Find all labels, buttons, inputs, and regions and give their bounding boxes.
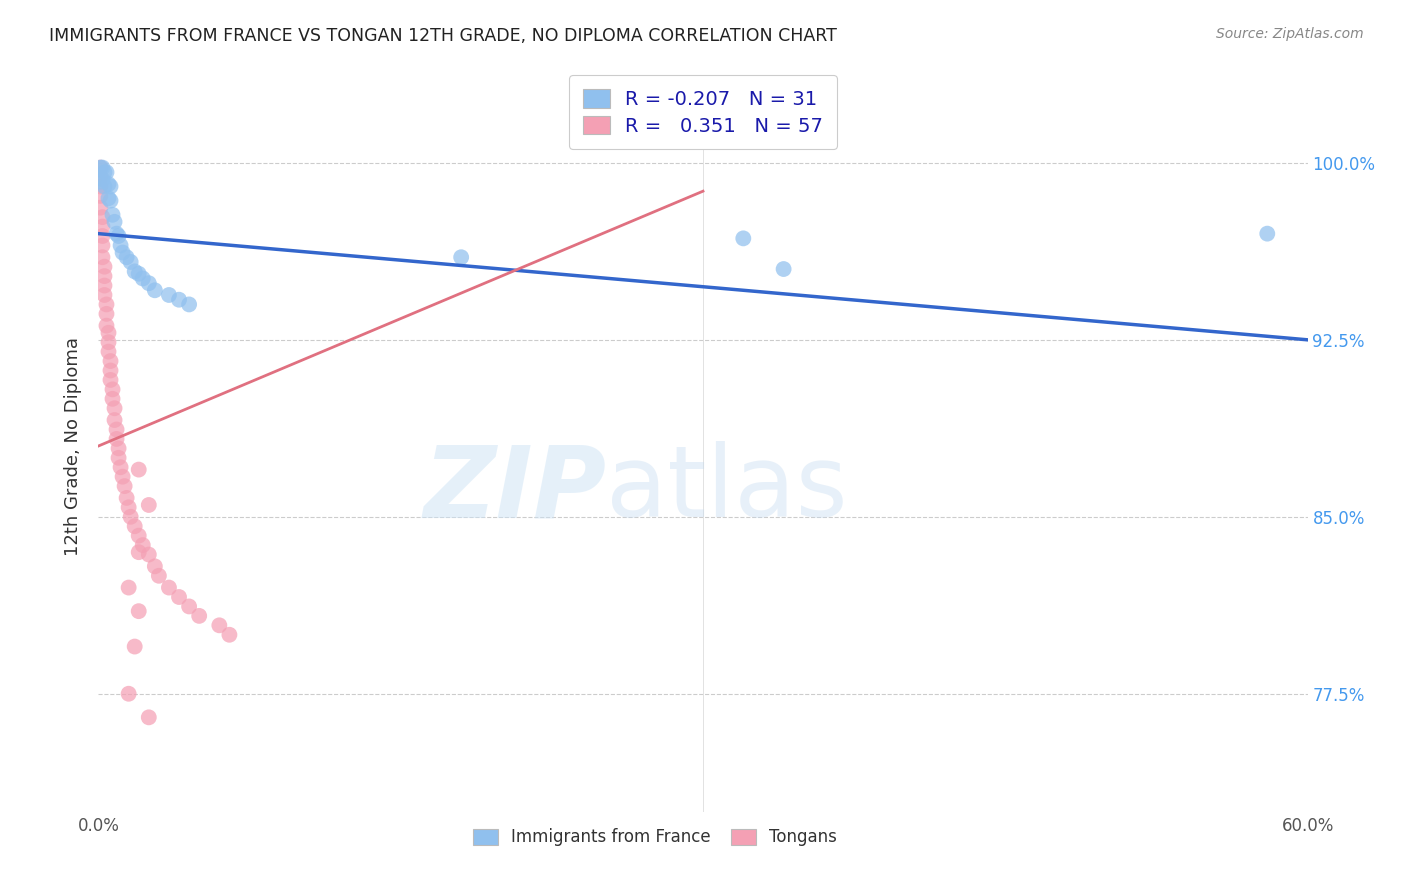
Point (101, 392, 124, 406)
Point (91, 161, 114, 175)
Point (101, 208, 124, 222)
Point (157, 581, 180, 595)
Text: atlas: atlas (606, 442, 848, 539)
Point (143, 283, 166, 297)
Point (103, 413, 125, 427)
Point (93, 260, 115, 274)
Point (93, 278, 115, 293)
Point (97, 335, 120, 350)
Point (115, 250, 138, 264)
Point (1256, 227, 1278, 241)
Point (115, 491, 138, 505)
Point (91, 172, 114, 186)
Point (120, 255, 142, 269)
Point (105, 422, 128, 436)
Point (179, 599, 201, 614)
Point (96, 318, 118, 333)
Point (138, 548, 160, 562)
Point (118, 581, 141, 595)
Point (101, 383, 124, 397)
Point (96, 297, 118, 311)
Point (100, 373, 122, 387)
Point (100, 363, 122, 377)
Point (110, 238, 132, 252)
Point (118, 687, 141, 701)
Point (93, 269, 115, 284)
Point (128, 462, 150, 476)
Point (97, 191, 120, 205)
Point (91, 250, 114, 264)
Point (89, 179, 111, 194)
Point (91, 238, 114, 252)
Point (110, 460, 132, 475)
Point (107, 450, 129, 465)
Legend: Immigrants from France, Tongans: Immigrants from France, Tongans (464, 820, 845, 855)
Point (132, 538, 155, 552)
Point (208, 618, 231, 632)
Point (124, 640, 146, 654)
Text: Source: ZipAtlas.com: Source: ZipAtlas.com (1216, 27, 1364, 41)
Point (138, 276, 160, 290)
Point (105, 227, 128, 241)
Point (89, 169, 111, 184)
Point (103, 401, 125, 416)
Point (100, 354, 122, 368)
Point (167, 293, 190, 307)
Point (143, 559, 166, 574)
Point (91, 210, 114, 224)
Point (97, 326, 120, 340)
Point (148, 568, 170, 582)
Point (772, 262, 794, 277)
Point (93, 179, 115, 194)
Point (91, 219, 114, 234)
Point (124, 264, 146, 278)
Point (124, 519, 146, 533)
Text: IMMIGRANTS FROM FRANCE VS TONGAN 12TH GRADE, NO DIPLOMA CORRELATION CHART: IMMIGRANTS FROM FRANCE VS TONGAN 12TH GR… (49, 27, 837, 45)
Point (179, 297, 201, 311)
Point (100, 194, 122, 208)
Point (111, 469, 134, 483)
Text: ZIP: ZIP (423, 442, 606, 539)
Point (120, 509, 142, 524)
Point (138, 498, 160, 512)
Point (89, 161, 111, 175)
Y-axis label: 12th Grade, No Diploma: 12th Grade, No Diploma (65, 336, 83, 556)
Point (157, 288, 180, 302)
Point (107, 442, 129, 456)
Point (89, 175, 111, 189)
Point (128, 545, 150, 559)
Point (96, 307, 118, 321)
Point (128, 267, 150, 281)
Point (93, 288, 115, 302)
Point (138, 710, 160, 724)
Point (105, 432, 128, 446)
Point (97, 344, 120, 359)
Point (111, 245, 134, 260)
Point (107, 229, 129, 244)
Point (89, 201, 111, 215)
Point (733, 231, 755, 245)
Point (218, 628, 240, 642)
Point (132, 271, 155, 285)
Point (450, 250, 472, 264)
Point (93, 165, 115, 179)
Point (89, 189, 111, 203)
Point (89, 161, 111, 175)
Point (103, 215, 125, 229)
Point (100, 179, 122, 194)
Point (167, 590, 190, 604)
Point (118, 500, 141, 515)
Point (128, 529, 150, 543)
Point (128, 604, 150, 618)
Point (91, 229, 114, 244)
Point (96, 165, 118, 179)
Point (114, 479, 136, 493)
Point (188, 608, 211, 623)
Point (97, 177, 120, 191)
